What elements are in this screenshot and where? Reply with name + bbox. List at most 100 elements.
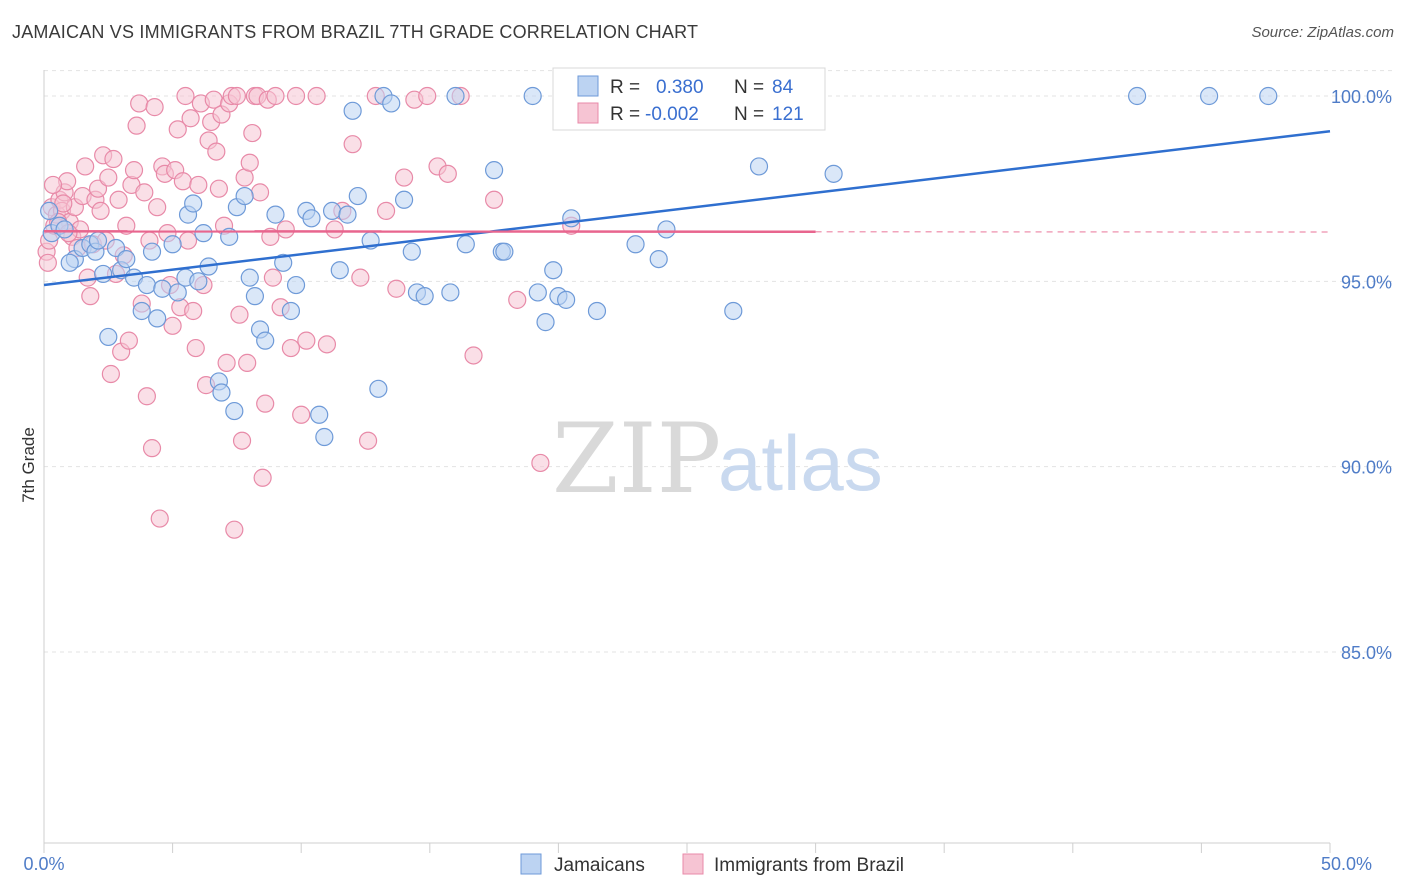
point-jamaicans — [523, 86, 542, 106]
point-jamaicans — [415, 287, 434, 306]
point-brazil — [99, 168, 118, 187]
point-brazil — [238, 353, 257, 372]
point-brazil — [276, 220, 295, 239]
point-jamaicans — [322, 201, 342, 221]
point-brazil — [394, 168, 414, 187]
point-brazil — [117, 216, 136, 235]
point-brazil — [88, 179, 108, 198]
point-jamaicans — [184, 194, 203, 213]
point-jamaicans — [562, 209, 581, 228]
chart-title: JAMAICAN VS IMMIGRANTS FROM BRAZIL 7TH G… — [12, 22, 699, 42]
point-brazil — [43, 175, 63, 195]
point-jamaicans — [749, 157, 769, 176]
point-jamaicans — [117, 249, 136, 269]
point-brazil — [209, 179, 228, 198]
trend-lines — [43, 129, 1331, 287]
point-jamaicans — [281, 301, 301, 321]
point-brazil — [76, 157, 95, 176]
point-jamaicans — [274, 253, 293, 272]
point-brazil — [531, 453, 550, 473]
point-jamaicans — [142, 242, 162, 261]
point-brazil — [292, 405, 311, 424]
point-brazil — [176, 86, 195, 106]
point-jamaicans — [1127, 86, 1147, 106]
point-brazil — [119, 331, 138, 350]
point-jamaicans — [148, 309, 167, 328]
point-jamaicans — [536, 313, 555, 332]
point-brazil — [418, 86, 437, 106]
point-jamaicans — [369, 379, 388, 398]
point-jamaicans — [456, 235, 475, 254]
y-axis-label: 7th Grade — [19, 427, 38, 503]
data-points — [37, 86, 1278, 539]
point-brazil — [38, 253, 57, 272]
x-tick-label: 0.0% — [23, 854, 64, 874]
point-jamaicans — [343, 101, 362, 120]
point-brazil — [124, 161, 144, 180]
legend-r-value: -0.002 — [645, 104, 699, 125]
point-brazil — [253, 468, 272, 487]
legend-swatch-jamaicans — [577, 75, 599, 97]
point-brazil — [227, 86, 246, 106]
point-jamaicans — [724, 301, 743, 321]
point-brazil — [266, 86, 285, 106]
point-brazil — [148, 198, 167, 217]
point-jamaicans — [824, 164, 843, 183]
point-jamaicans — [194, 224, 213, 243]
point-brazil — [186, 338, 205, 358]
point-brazil — [173, 172, 192, 191]
watermark-atlas: atlas — [718, 419, 883, 507]
point-brazil — [317, 335, 337, 354]
point-jamaicans — [189, 272, 208, 291]
point-jamaicans — [88, 231, 108, 250]
watermark-zip: ZIP — [552, 403, 721, 515]
point-brazil — [130, 94, 149, 113]
point-jamaicans — [557, 290, 576, 309]
point-brazil — [250, 183, 270, 202]
point-jamaicans — [394, 190, 414, 209]
y-tick-label: 85.0% — [1341, 643, 1392, 663]
point-brazil — [438, 164, 457, 183]
point-jamaicans — [649, 249, 668, 269]
point-jamaicans — [587, 301, 607, 321]
point-brazil — [178, 231, 198, 250]
point-jamaicans — [40, 201, 59, 221]
point-jamaicans — [315, 427, 334, 447]
legend-series: Jamaicans Immigrants from Brazil — [520, 853, 904, 876]
legend-label-jamaicans: Jamaicans — [554, 855, 645, 876]
point-jamaicans — [1200, 86, 1219, 106]
point-brazil — [54, 194, 73, 213]
point-brazil — [343, 135, 362, 154]
point-jamaicans — [382, 94, 401, 113]
point-brazil — [189, 175, 208, 195]
point-jamaicans — [168, 283, 187, 302]
point-jamaicans — [60, 253, 79, 272]
point-brazil — [104, 149, 123, 169]
point-brazil — [81, 287, 100, 306]
point-brazil — [232, 431, 252, 450]
point-jamaicans — [132, 301, 151, 321]
point-jamaicans — [544, 261, 563, 280]
legend-r-label: R = — [610, 104, 640, 125]
legend-label-brazil: Immigrants from Brazil — [714, 855, 904, 876]
point-jamaicans — [528, 283, 547, 302]
point-brazil — [150, 509, 169, 528]
point-jamaicans — [153, 279, 172, 298]
point-jamaicans — [256, 331, 275, 350]
point-brazil — [376, 201, 396, 221]
point-brazil — [358, 431, 378, 450]
point-brazil — [142, 439, 162, 458]
point-brazil — [181, 109, 200, 128]
watermark: ZIP atlas — [552, 403, 883, 515]
point-jamaicans — [55, 220, 74, 239]
point-jamaicans — [302, 209, 321, 228]
point-jamaicans — [441, 283, 460, 302]
point-jamaicans — [657, 220, 676, 239]
point-brazil — [168, 120, 187, 139]
legend-correlation: R = 0.380 N = 84 R = -0.002 N = 121 — [552, 67, 826, 131]
point-brazil — [307, 86, 326, 106]
legend-n-value: 84 — [772, 77, 794, 98]
point-jamaicans — [235, 186, 254, 206]
point-jamaicans — [137, 275, 156, 295]
